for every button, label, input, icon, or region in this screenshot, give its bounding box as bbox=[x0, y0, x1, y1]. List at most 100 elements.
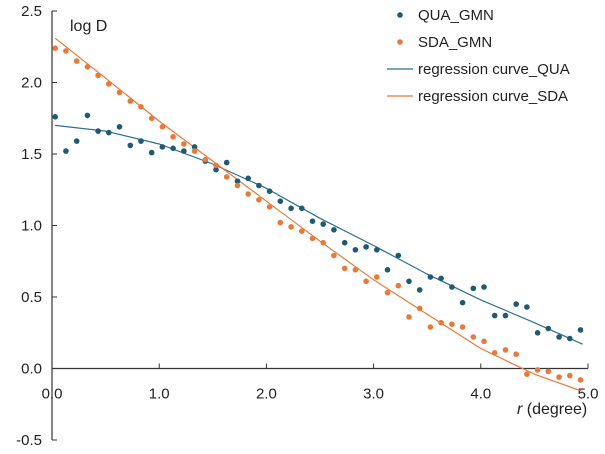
data-point-qua-gmn bbox=[491, 312, 498, 319]
legend-label-sda-gmn: SDA_GMN bbox=[418, 34, 492, 51]
y-tick-label: 2.5 bbox=[21, 3, 42, 20]
data-point-sda-gmn bbox=[213, 162, 219, 169]
data-point-qua-gmn bbox=[577, 327, 584, 333]
data-point-sda-gmn bbox=[491, 350, 498, 356]
data-point-qua-gmn bbox=[52, 114, 58, 120]
data-point-sda-gmn bbox=[363, 278, 369, 285]
data-point-qua-gmn bbox=[459, 299, 466, 306]
data-point-qua-gmn bbox=[256, 182, 262, 189]
chart-legend: QUA_GMN SDA_GMN regression curve_QUAregres… bbox=[387, 7, 570, 105]
data-point-sda-gmn bbox=[116, 89, 123, 96]
data-point-qua-gmn bbox=[223, 159, 230, 166]
y-axis-ticks: -0.5 0.0 0.5 1.0 1.5 2.0 2.5 bbox=[16, 3, 57, 449]
data-point-sda-gmn bbox=[170, 134, 176, 140]
data-point-sda-gmn bbox=[513, 351, 519, 358]
data-point-qua-gmn bbox=[148, 149, 155, 156]
data-point-qua-gmn bbox=[395, 252, 402, 259]
data-point-qua-gmn bbox=[127, 142, 134, 149]
data-point-sda-gmn bbox=[84, 64, 91, 70]
data-point-sda-gmn bbox=[159, 124, 166, 130]
data-point-qua-gmn bbox=[341, 239, 348, 246]
data-point-qua-gmn bbox=[288, 205, 294, 212]
data-point-sda-gmn bbox=[309, 235, 316, 242]
data-point-qua-gmn bbox=[159, 144, 166, 150]
x-tick-label: 4.0 bbox=[470, 386, 491, 403]
data-point-sda-gmn bbox=[449, 321, 455, 328]
data-point-sda-gmn bbox=[384, 289, 391, 296]
data-point-sda-gmn bbox=[191, 148, 198, 154]
data-point-sda-gmn bbox=[234, 182, 241, 189]
legend-swatch-sda-gmn bbox=[397, 39, 403, 45]
data-point-qua-gmn bbox=[545, 325, 552, 332]
data-point-sda-gmn bbox=[106, 81, 112, 87]
data-point-qua-gmn bbox=[266, 188, 273, 194]
data-point-qua-gmn bbox=[106, 129, 112, 136]
data-point-sda-gmn bbox=[459, 324, 466, 330]
data-point-qua-gmn bbox=[234, 178, 241, 184]
legend-label-regression-curve-sda: regression curve_SDA bbox=[418, 88, 568, 105]
x-tick-label: 2.0 bbox=[256, 386, 277, 403]
data-point-sda-gmn bbox=[545, 368, 552, 375]
data-point-sda-gmn bbox=[320, 239, 327, 246]
data-point-qua-gmn bbox=[363, 244, 369, 250]
data-point-qua-gmn bbox=[534, 330, 541, 336]
x-tick-label: 3.0 bbox=[363, 386, 384, 403]
data-point-qua-gmn bbox=[513, 301, 519, 307]
data-point-sda-gmn bbox=[127, 98, 134, 104]
data-point-qua-gmn bbox=[470, 285, 477, 292]
data-point-qua-gmn bbox=[449, 284, 455, 290]
data-point-sda-gmn bbox=[299, 228, 305, 234]
x-tick-label: 5.0 bbox=[578, 386, 599, 403]
data-point-qua-gmn bbox=[245, 175, 251, 182]
x-axis-ticks: 0.0 1.0 2.0 3.0 4.0 5.0 bbox=[42, 363, 599, 403]
x-tick-label: 0.0 bbox=[42, 386, 63, 403]
data-point-sda-gmn bbox=[181, 141, 187, 147]
x-tick-label: 1.0 bbox=[149, 386, 170, 403]
data-point-sda-gmn bbox=[502, 347, 509, 353]
data-point-qua-gmn bbox=[191, 144, 198, 150]
data-point-sda-gmn bbox=[577, 377, 584, 383]
y-axis-title: log D bbox=[70, 18, 107, 35]
data-point-qua-gmn bbox=[277, 198, 284, 204]
y-tick-label: 0.5 bbox=[21, 289, 42, 306]
data-point-sda-gmn bbox=[556, 374, 562, 380]
legend-label-regression-curve-qua: regression curve_QUA bbox=[418, 61, 570, 78]
data-point-sda-gmn bbox=[438, 319, 444, 326]
data-point-sda-gmn bbox=[52, 45, 58, 51]
y-tick-label: 1.5 bbox=[21, 146, 42, 163]
data-point-qua-gmn bbox=[309, 218, 316, 224]
y-tick-label: -0.5 bbox=[16, 432, 42, 449]
data-point-qua-gmn bbox=[374, 247, 380, 253]
data-point-sda-gmn bbox=[524, 371, 530, 378]
data-point-qua-gmn bbox=[63, 148, 69, 154]
data-point-sda-gmn bbox=[331, 252, 337, 259]
data-point-sda-gmn bbox=[567, 372, 573, 379]
x-axis-title-variable: r bbox=[517, 401, 523, 418]
data-point-sda-gmn bbox=[534, 367, 541, 373]
data-point-qua-gmn bbox=[438, 275, 444, 282]
data-point-sda-gmn bbox=[416, 305, 423, 312]
data-point-sda-gmn bbox=[481, 338, 487, 345]
data-point-qua-gmn bbox=[84, 112, 91, 119]
data-point-sda-gmn bbox=[288, 224, 294, 230]
series-line-regression-curve-qua bbox=[55, 124, 583, 345]
data-point-qua-gmn bbox=[384, 267, 391, 273]
data-point-sda-gmn bbox=[256, 197, 262, 203]
data-point-qua-gmn bbox=[320, 221, 327, 227]
data-point-qua-gmn bbox=[213, 166, 219, 173]
y-tick-label: 2.0 bbox=[21, 75, 42, 92]
y-tick-label: 0.0 bbox=[21, 361, 42, 378]
data-point-sda-gmn bbox=[138, 104, 144, 110]
data-point-sda-gmn bbox=[266, 204, 273, 210]
data-point-qua-gmn bbox=[116, 124, 123, 130]
data-points bbox=[52, 45, 584, 383]
data-point-sda-gmn bbox=[470, 334, 477, 340]
data-point-qua-gmn bbox=[352, 247, 359, 253]
data-point-qua-gmn bbox=[427, 274, 434, 280]
data-point-sda-gmn bbox=[352, 267, 359, 273]
data-point-sda-gmn bbox=[406, 314, 412, 320]
data-point-qua-gmn bbox=[524, 304, 530, 310]
x-axis-title: r (degree) bbox=[517, 401, 587, 418]
data-point-qua-gmn bbox=[95, 128, 101, 134]
